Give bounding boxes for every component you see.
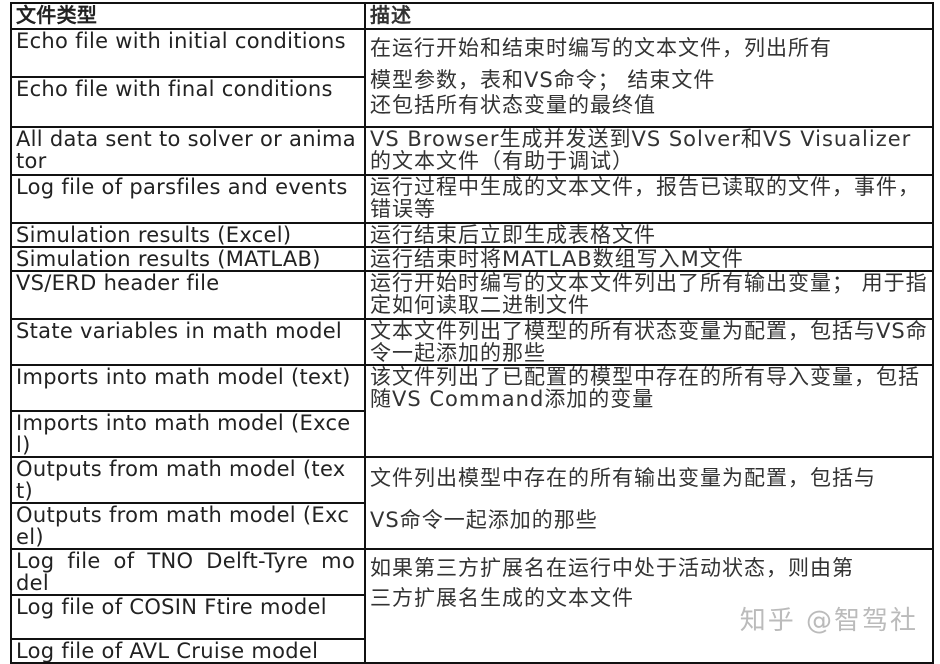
- description-cell: 运行结束时将MATLAB数组写入M文件: [364, 246, 934, 272]
- file-type-cell: Echo file with initial conditions: [10, 28, 366, 78]
- description-cell: 文本文件列出了模型的所有状态变量为配置，包括与VS命令一起添加的那些: [364, 318, 934, 366]
- description-cell: VS Browser生成并发送到VS Solver和VS Visualizer的…: [364, 126, 934, 176]
- table-row: State variables in math model 文本文件列出了模型的…: [10, 318, 934, 366]
- file-type-cell: Imports into math model (text): [10, 364, 366, 412]
- file-type-cell: Log file of TNO Delft-Tyre model: [10, 548, 366, 596]
- table-row: Echo file with initial conditions 在运行开始和…: [10, 28, 934, 128]
- table-row: Echo file with final conditions: [10, 76, 933, 128]
- table-header-row: 文件类型 描述: [10, 2, 934, 30]
- header-description: 描述: [364, 2, 934, 30]
- description-cell: 运行开始时编写的文本文件列出了所有输出变量； 用于指定如何读取二进制文件: [364, 270, 934, 320]
- table-row: Simulation results (Excel) 运行结束后立即生成表格文件: [10, 222, 934, 248]
- table-row: Log file of parsfiles and events 运行过程中生成…: [10, 174, 934, 224]
- file-type-cell: Echo file with final conditions: [10, 76, 366, 128]
- table-row: Imports into math model (text) 该文件列出了已配置…: [10, 364, 934, 458]
- file-type-cell: Outputs from math model (text): [10, 456, 366, 504]
- table-row: All data sent to solver or animator VS B…: [10, 126, 934, 176]
- description-cell: 文件列出模型中存在的所有输出变量为配置，包括与 VS命令一起添加的那些: [364, 456, 934, 550]
- description-line: 在运行开始和结束时编写的文本文件，列出所有: [370, 36, 832, 60]
- file-type-cell: Simulation results (Excel): [10, 222, 366, 248]
- file-type-cell: State variables in math model: [10, 318, 366, 366]
- header-file-type: 文件类型: [10, 2, 366, 30]
- file-type-cell: Simulation results (MATLAB): [10, 246, 366, 272]
- table-row: VS/ERD header file 运行开始时编写的文本文件列出了所有输出变量…: [10, 270, 934, 320]
- file-type-cell: Log file of AVL Cruise model: [10, 638, 366, 664]
- file-type-cell: Imports into math model (Excel): [10, 410, 366, 458]
- description-cell: 运行结束后立即生成表格文件: [364, 222, 934, 248]
- table-row: Simulation results (MATLAB) 运行结束时将MATLAB…: [10, 246, 934, 272]
- file-type-cell: VS/ERD header file: [10, 270, 366, 320]
- table-row: Log file of TNO Delft-Tyre model 如果第三方扩展…: [10, 548, 934, 664]
- table-row: Imports into math model (Excel): [10, 410, 933, 458]
- watermark: 知乎 @智驾社: [739, 606, 918, 636]
- description-line: 还包括所有状态变量的最终值: [370, 93, 656, 117]
- description-line: 如果第三方扩展名在运行中处于活动状态，则由第: [370, 556, 854, 580]
- file-type-cell: Log file of parsfiles and events: [10, 174, 366, 224]
- file-type-cell: All data sent to solver or animator: [10, 126, 366, 176]
- description-cell: 在运行开始和结束时编写的文本文件，列出所有 模型参数，表和VS命令； 结束文件 …: [364, 28, 934, 128]
- description-line: 模型参数，表和VS命令； 结束文件: [370, 68, 716, 92]
- description-cell: 该文件列出了已配置的模型中存在的所有导入变量，包括随VS Command添加的变…: [364, 364, 934, 458]
- file-type-cell: Outputs from math model (Excel): [10, 502, 366, 550]
- description-line: VS命令一起添加的那些: [370, 508, 598, 532]
- table-row: Outputs from math model (text) 文件列出模型中存在…: [10, 456, 934, 550]
- description-cell: 如果第三方扩展名在运行中处于活动状态，则由第 三方扩展名生成的文本文件: [364, 548, 934, 664]
- table-row: Outputs from math model (Excel): [10, 502, 933, 550]
- description-cell: 运行过程中生成的文本文件，报告已读取的文件，事件，错误等: [364, 174, 934, 224]
- file-type-cell: Log file of COSIN Ftire model: [10, 594, 366, 640]
- file-types-table: 文件类型 描述 Echo file with initial condition…: [10, 2, 934, 664]
- table-row: Log file of COSIN Ftire model: [10, 594, 933, 640]
- description-line: 文件列出模型中存在的所有输出变量为配置，包括与: [370, 466, 876, 490]
- description-line: 三方扩展名生成的文本文件: [370, 586, 634, 610]
